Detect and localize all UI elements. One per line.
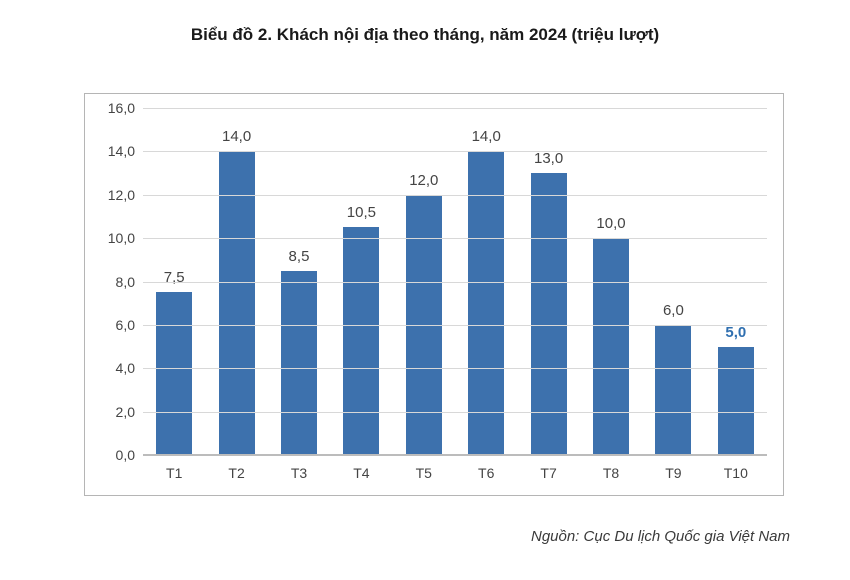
bar-value-label: 12,0 — [409, 172, 438, 189]
y-gridline — [143, 238, 767, 239]
source-text: Nguồn: Cục Du lịch Quốc gia Việt Nam — [531, 528, 790, 545]
bar-value-label: 6,0 — [663, 302, 684, 319]
y-gridline — [143, 412, 767, 413]
y-tick-label: 0,0 — [116, 447, 143, 463]
x-tick-label: T3 — [291, 465, 307, 481]
bar-value-label: 13,0 — [534, 150, 563, 167]
y-gridline — [143, 195, 767, 196]
y-tick-label: 8,0 — [116, 274, 143, 290]
x-tick-label: T6 — [478, 465, 494, 481]
bar: 14,0T2 — [219, 151, 255, 455]
bar-value-label: 14,0 — [472, 128, 501, 145]
bar-value-label: 10,5 — [347, 204, 376, 221]
bar-value-label: 10,0 — [596, 215, 625, 232]
y-tick-label: 14,0 — [108, 143, 143, 159]
plot-area: 7,5T114,0T28,5T310,5T412,0T514,0T613,0T7… — [143, 108, 767, 455]
y-gridline — [143, 368, 767, 369]
chart-frame: 7,5T114,0T28,5T310,5T412,0T514,0T613,0T7… — [84, 93, 784, 496]
x-tick-label: T10 — [724, 465, 748, 481]
y-gridline — [143, 151, 767, 152]
y-tick-label: 6,0 — [116, 317, 143, 333]
y-gridline — [143, 282, 767, 283]
y-tick-label: 10,0 — [108, 230, 143, 246]
x-tick-label: T9 — [665, 465, 681, 481]
bar: 10,0T8 — [593, 238, 629, 455]
bar-value-label: 8,5 — [289, 248, 310, 265]
y-tick-label: 4,0 — [116, 360, 143, 376]
bar-value-label: 7,5 — [164, 269, 185, 286]
chart-inner: 7,5T114,0T28,5T310,5T412,0T514,0T613,0T7… — [85, 94, 783, 495]
bar: 8,5T3 — [281, 271, 317, 455]
x-tick-label: T4 — [353, 465, 369, 481]
bar-value-label: 5,0 — [725, 324, 746, 341]
chart-title: Biểu đồ 2. Khách nội địa theo tháng, năm… — [0, 25, 850, 45]
y-gridline — [143, 325, 767, 326]
y-tick-label: 2,0 — [116, 404, 143, 420]
y-tick-label: 12,0 — [108, 187, 143, 203]
x-tick-label: T7 — [540, 465, 556, 481]
bar: 6,0T9 — [655, 325, 691, 455]
y-tick-label: 16,0 — [108, 100, 143, 116]
bar: 14,0T6 — [468, 151, 504, 455]
x-axis-line — [143, 454, 767, 455]
x-tick-label: T2 — [228, 465, 244, 481]
bar: 13,0T7 — [531, 173, 567, 455]
y-gridline — [143, 108, 767, 109]
bar: 5,0T10 — [718, 347, 754, 455]
y-gridline — [143, 455, 767, 456]
x-tick-label: T5 — [416, 465, 432, 481]
bar-value-label: 14,0 — [222, 128, 251, 145]
x-tick-label: T8 — [603, 465, 619, 481]
bar: 10,5T4 — [343, 227, 379, 455]
bar: 7,5T1 — [156, 292, 192, 455]
x-tick-label: T1 — [166, 465, 182, 481]
